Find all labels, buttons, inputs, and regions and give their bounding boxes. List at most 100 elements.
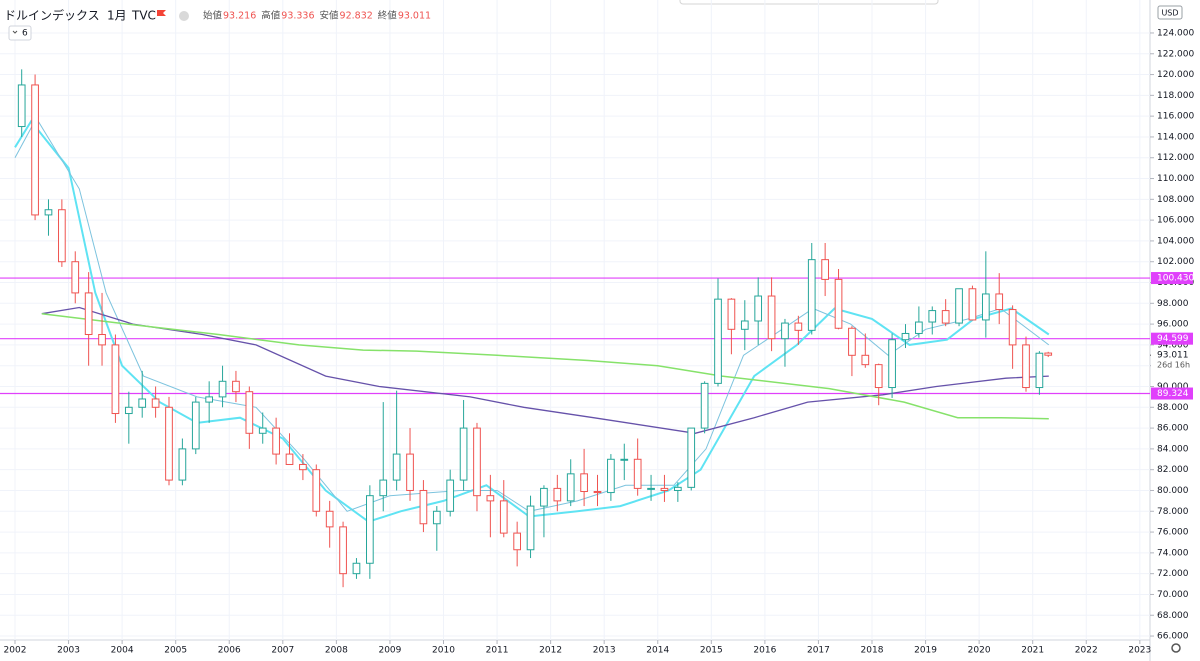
candle-body: [566, 473, 575, 502]
x-tick-label: 2016: [753, 646, 776, 656]
ohlc-value: 93.216: [223, 11, 256, 22]
x-tick-label: 2017: [807, 646, 830, 656]
indicator-count[interactable]: 6: [22, 29, 28, 39]
candle-body: [312, 469, 321, 512]
candle-body: [848, 327, 856, 356]
indicator-toggle[interactable]: [8, 25, 32, 41]
moving-average: [41, 306, 1049, 434]
x-tick-label: 2007: [271, 646, 294, 656]
candle-body: [419, 489, 428, 525]
candle-body: [700, 382, 709, 429]
moving-averages: [14, 117, 1050, 523]
x-tick-label: 2012: [539, 646, 562, 656]
settings-icon[interactable]: [1171, 643, 1181, 653]
currency-box[interactable]: [1157, 5, 1183, 20]
candle-body: [366, 495, 374, 564]
candle-body: [821, 259, 829, 280]
y-tick-label: 84.000: [1157, 444, 1189, 454]
x-tick-label: 2010: [432, 646, 455, 656]
y-tick-label: 80.000: [1157, 486, 1189, 496]
y-tick-label: 72.000: [1157, 569, 1189, 579]
candle-body: [218, 380, 227, 398]
currency: USD: [1161, 9, 1178, 18]
x-tick-label: 2008: [325, 646, 348, 656]
candle-body: [151, 398, 160, 408]
candle-body: [406, 453, 414, 491]
y-tick-label: 118.000: [1157, 91, 1194, 101]
candle-body: [553, 487, 562, 502]
x-tick-label: 2021: [1021, 646, 1044, 656]
candle-body: [714, 298, 722, 384]
y-tick-label: 110.000: [1157, 174, 1194, 184]
y-tick-label: 88.000: [1157, 403, 1189, 413]
candle-body: [807, 259, 816, 331]
ohlc-value: 92.832: [340, 11, 373, 22]
header: ドルインデックス 1月 TVC 6 USD: [4, 5, 1183, 653]
candle-body: [245, 391, 254, 434]
candle-body: [1035, 352, 1044, 389]
candle-body: [834, 278, 843, 329]
candle-body: [767, 295, 776, 340]
ohlc-label: 高値: [261, 10, 281, 22]
price-label-bg: [1151, 387, 1193, 400]
candle-body: [1044, 352, 1053, 356]
symbol: ドルインデックス: [4, 8, 100, 23]
y-tick-label: 66.000: [1157, 632, 1189, 642]
candle-body: [258, 427, 267, 434]
candle-body: [432, 510, 441, 525]
candle-body: [1022, 344, 1030, 389]
candle-body: [740, 320, 749, 330]
y-tick-label: 102.000: [1157, 257, 1194, 267]
candle-body: [138, 398, 147, 408]
x-tick-label: 2006: [218, 646, 241, 656]
candle-body: [526, 505, 535, 551]
price-label: 89.324: [1157, 389, 1189, 399]
y-tick-label: 76.000: [1157, 528, 1189, 538]
candle-body: [660, 487, 669, 491]
candle-body: [191, 401, 200, 450]
candle-body: [499, 500, 508, 534]
candle-body: [687, 427, 696, 488]
ohlc-label: 始値: [203, 10, 223, 22]
candle-body: [339, 526, 347, 575]
x-tick-label: 2022: [1075, 646, 1098, 656]
candle-body: [754, 295, 763, 322]
y-tick-label: 74.000: [1157, 548, 1189, 558]
candle-body: [178, 448, 187, 481]
y-tick-label: 96.000: [1157, 320, 1189, 330]
x-tick-label: 2004: [111, 646, 134, 656]
y-tick-label: 90.000: [1157, 382, 1189, 392]
candle-body: [1008, 309, 1017, 346]
candle-body: [647, 487, 655, 490]
y-tick-label: 114.000: [1157, 132, 1194, 142]
candle-body: [513, 532, 521, 551]
price-label: 94.599: [1157, 334, 1189, 344]
y-tick-label: 68.000: [1157, 611, 1189, 621]
ohlc-value: 93.011: [398, 11, 431, 22]
candle-body: [325, 510, 334, 528]
candle-body: [58, 209, 66, 263]
x-tick-label: 2015: [700, 646, 723, 656]
status-dot: [179, 11, 189, 21]
x-tick-label: 2013: [593, 646, 616, 656]
candle-body: [111, 344, 120, 415]
interval: 1月: [107, 9, 127, 23]
price-label-bg: [1151, 272, 1193, 285]
ohlc-label: 安値: [320, 10, 340, 22]
candle-body: [84, 292, 93, 336]
candle-body: [98, 334, 106, 346]
candle-body: [995, 293, 1004, 311]
y-tick-label: 120.000: [1157, 70, 1194, 80]
candle-body: [901, 332, 910, 341]
candle-body: [981, 293, 990, 321]
candle-body: [580, 473, 588, 493]
y-tick-label: 116.000: [1157, 112, 1194, 122]
y-tick-label: 70.000: [1157, 590, 1189, 600]
candle-body: [486, 495, 495, 502]
flag-icon[interactable]: [157, 10, 166, 16]
y-tick-label: 106.000: [1157, 216, 1194, 226]
x-tick-label: 2019: [914, 646, 937, 656]
candles: [17, 69, 1053, 588]
